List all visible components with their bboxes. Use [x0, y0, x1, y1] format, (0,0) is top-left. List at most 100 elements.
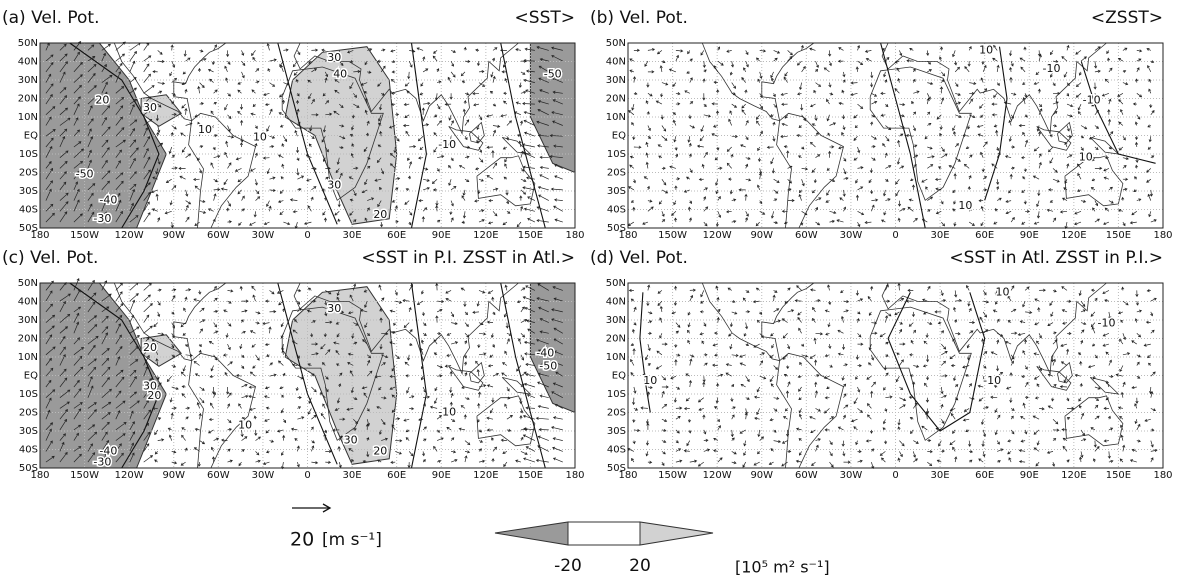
wind-vector — [420, 339, 425, 345]
wind-vector — [899, 328, 902, 334]
wind-vector — [278, 360, 284, 366]
wind-vector — [811, 123, 816, 127]
wind-vector — [227, 403, 231, 409]
wind-vector — [464, 340, 468, 345]
wind-vector — [87, 292, 97, 302]
wind-vector — [773, 408, 778, 412]
wind-vector — [927, 285, 931, 291]
contour-label: -10 — [1098, 317, 1116, 330]
wind-vector — [185, 416, 189, 420]
wind-vector — [525, 69, 535, 73]
wind-vector — [115, 127, 125, 137]
wind-vector — [335, 349, 340, 356]
x-tick-label: 180 — [565, 230, 584, 241]
wind-vector — [237, 110, 242, 116]
wind-vector — [1052, 383, 1057, 388]
wind-vector — [87, 44, 95, 51]
wind-vector — [334, 407, 340, 411]
wind-vector — [1080, 199, 1087, 203]
wind-vector — [255, 451, 260, 456]
wind-vector — [101, 81, 108, 94]
wind-vector — [380, 211, 385, 218]
wind-vector — [716, 296, 720, 302]
wind-vector — [697, 397, 705, 403]
coastline — [476, 155, 536, 207]
wind-vector — [913, 90, 920, 94]
wind-vector — [251, 343, 256, 348]
wind-vector — [420, 82, 424, 87]
wind-vector — [165, 178, 172, 183]
wind-vector — [87, 409, 97, 420]
wind-vector — [210, 365, 214, 372]
wind-vector — [45, 303, 53, 313]
wind-vector — [689, 459, 698, 463]
wind-vector — [59, 335, 66, 345]
wind-vector — [297, 300, 301, 305]
wind-vector — [194, 427, 200, 431]
wind-vector — [550, 187, 563, 191]
wind-vector — [884, 315, 889, 323]
wind-vector — [1103, 439, 1109, 443]
wind-vector — [407, 157, 410, 161]
wind-vector — [879, 451, 886, 456]
wind-vector — [364, 322, 368, 328]
wind-vector — [225, 140, 229, 148]
wind-vector — [717, 373, 724, 377]
wind-vector — [829, 122, 837, 126]
wind-vector — [537, 404, 549, 409]
coastline — [776, 112, 844, 229]
wind-vector — [249, 371, 256, 377]
contour-label: -10 — [1083, 93, 1101, 106]
contour-label: -10 — [983, 374, 1001, 387]
wind-vector — [963, 408, 970, 412]
wind-vector — [1052, 168, 1058, 173]
wind-vector — [234, 168, 242, 172]
wind-vector — [520, 383, 525, 388]
wind-vector — [969, 330, 974, 334]
wind-vector — [909, 416, 914, 420]
wind-vector — [741, 103, 746, 109]
wind-vector — [221, 438, 228, 442]
wind-vector — [965, 429, 970, 433]
wind-vector — [522, 414, 536, 420]
wind-vector — [422, 333, 427, 336]
wind-vector — [171, 311, 175, 315]
wind-vector — [504, 77, 508, 83]
wind-vector — [265, 429, 270, 434]
wind-vector — [927, 155, 935, 159]
wind-vector — [59, 117, 71, 126]
wind-vector — [157, 438, 165, 442]
wind-vector — [885, 198, 891, 202]
wind-vector — [539, 165, 549, 170]
wind-vector — [416, 300, 424, 305]
wind-vector — [980, 205, 984, 212]
wind-vector — [199, 102, 204, 106]
wind-vector — [115, 105, 124, 116]
wind-vector — [525, 89, 536, 94]
wind-vector — [855, 354, 859, 360]
wind-vector — [675, 448, 682, 452]
wind-vector — [647, 460, 653, 464]
wind-vector — [408, 329, 413, 334]
wind-vector — [1136, 354, 1141, 358]
wind-vector — [460, 405, 466, 409]
wind-vector — [745, 163, 749, 169]
wind-vector — [226, 386, 230, 395]
wind-vector — [489, 408, 494, 414]
wind-vector — [143, 314, 150, 323]
wind-vector — [254, 142, 258, 148]
wind-vector — [1122, 333, 1127, 341]
wind-vector — [1009, 397, 1013, 403]
coastline — [281, 66, 384, 201]
wind-vector — [45, 346, 56, 356]
wind-vector — [910, 429, 914, 435]
wind-vector — [129, 157, 136, 169]
wind-vector — [1034, 322, 1040, 326]
wind-vector — [815, 332, 824, 336]
wind-vector — [522, 151, 536, 159]
wind-vector — [143, 96, 152, 105]
wind-vector — [940, 97, 945, 105]
wind-vector — [184, 447, 188, 452]
wind-vector — [266, 43, 270, 51]
wind-vector — [717, 457, 723, 463]
